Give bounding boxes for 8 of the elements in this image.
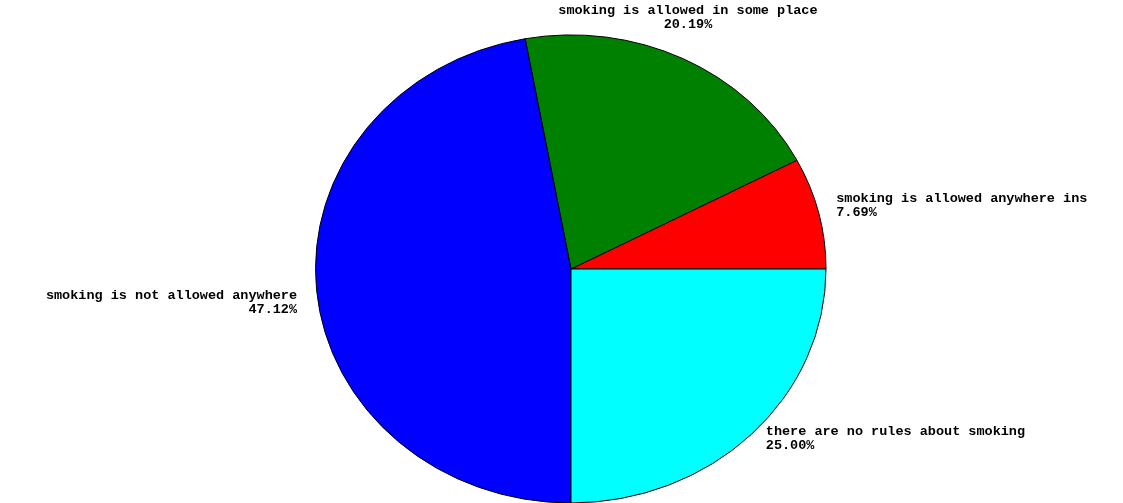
data-label: 47.12% xyxy=(248,302,298,318)
slice-label: smoking is not allowed anywhere xyxy=(45,288,298,304)
data-label: 25.00% xyxy=(765,437,816,453)
slice-label: smoking is allowed anywhere ins xyxy=(836,191,1088,207)
data-label: 20.19% xyxy=(663,16,714,32)
slice-label: smoking is allowed in some place xyxy=(558,2,818,18)
slice-label: there are no rules about smoking xyxy=(765,423,1026,439)
data-label: 7.69% xyxy=(836,205,878,221)
